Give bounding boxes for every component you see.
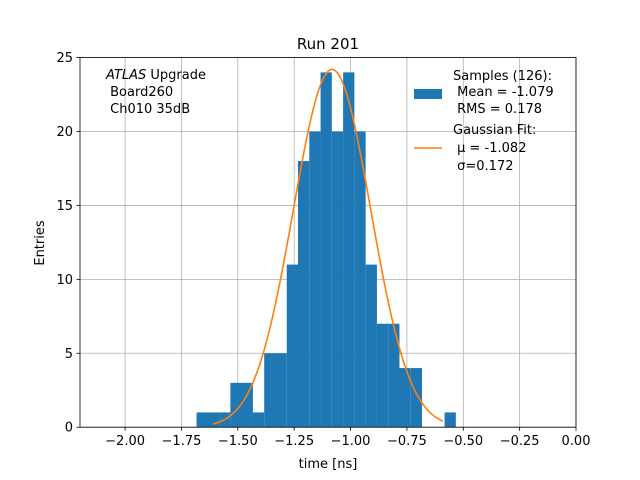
- annotation-line-3: Ch010 35dB: [106, 102, 190, 117]
- histogram-bar: [331, 131, 344, 428]
- x-axis-label: time [ns]: [299, 457, 358, 472]
- histogram-bar: [320, 72, 332, 428]
- histogram-bar: [376, 323, 389, 428]
- annotation-line-1: Upgrade: [146, 68, 206, 83]
- legend-fit-line-3: σ=0.172: [453, 159, 513, 174]
- legend-samples-line-2: Mean = -1.079: [453, 85, 554, 100]
- legend: Samples (126): Mean = -1.079 RMS = 0.178…: [414, 69, 554, 174]
- histogram-bar: [286, 264, 299, 428]
- x-tick-label: −2.00: [105, 434, 145, 449]
- y-axis-label: Entries: [33, 220, 48, 266]
- y-tick-label: 20: [56, 125, 73, 140]
- legend-samples-line-1: Samples (126):: [453, 69, 552, 84]
- y-tick-label: 15: [56, 199, 73, 214]
- legend-samples-swatch: [414, 89, 442, 99]
- histogram-bar: [444, 412, 456, 428]
- gaussian-fit-curve: [212, 68, 444, 425]
- x-tick-label: −0.75: [387, 434, 427, 449]
- x-tick-label: −0.50: [443, 434, 483, 449]
- histogram-bar: [343, 72, 355, 428]
- histogram-bar: [410, 368, 423, 428]
- annotation-line-2: Board260: [106, 85, 173, 100]
- histogram-bar: [298, 161, 310, 428]
- histogram-bar: [309, 131, 321, 428]
- y-tick-label: 5: [65, 347, 73, 362]
- histogram-bars: [196, 72, 456, 428]
- y-tick-label: 25: [56, 51, 73, 66]
- histogram-bar: [354, 131, 366, 428]
- legend-fit-line-2: μ = -1.082: [453, 141, 526, 156]
- y-tick-label: 10: [56, 273, 73, 288]
- histogram-bar: [399, 368, 411, 428]
- histogram-bar: [196, 412, 220, 428]
- histogram-bar: [264, 353, 287, 428]
- histogram-bar: [252, 412, 265, 428]
- y-tick-label: 0: [65, 421, 73, 436]
- histogram-bar: [388, 323, 400, 428]
- x-axis-ticks: −2.00 −1.75 −1.50 −1.25 −1.00 −0.75 −0.50 −0.25…: [105, 427, 590, 449]
- legend-samples-line-3: RMS = 0.178: [453, 102, 542, 117]
- y-axis-ticks: 0 5 10 15 20 25: [56, 51, 80, 436]
- annotation-atlas-label: ATLAS: [105, 68, 146, 83]
- chart-title: Run 201: [297, 35, 359, 53]
- plot-frame: [79, 57, 577, 428]
- x-tick-label: 0.00: [562, 434, 591, 449]
- histogram-bar: [365, 264, 377, 428]
- x-tick-label: −0.25: [500, 434, 540, 449]
- svg-text:ATLAS Upgrade: ATLAS Upgrade: [105, 68, 206, 83]
- x-tick-label: −1.50: [218, 434, 258, 449]
- x-tick-label: −1.25: [274, 434, 314, 449]
- annotation: ATLAS Upgrade Board260 Ch010 35dB: [105, 68, 206, 117]
- legend-fit-line-1: Gaussian Fit:: [453, 123, 536, 138]
- x-tick-label: −1.75: [162, 434, 202, 449]
- x-tick-label: −1.00: [331, 434, 371, 449]
